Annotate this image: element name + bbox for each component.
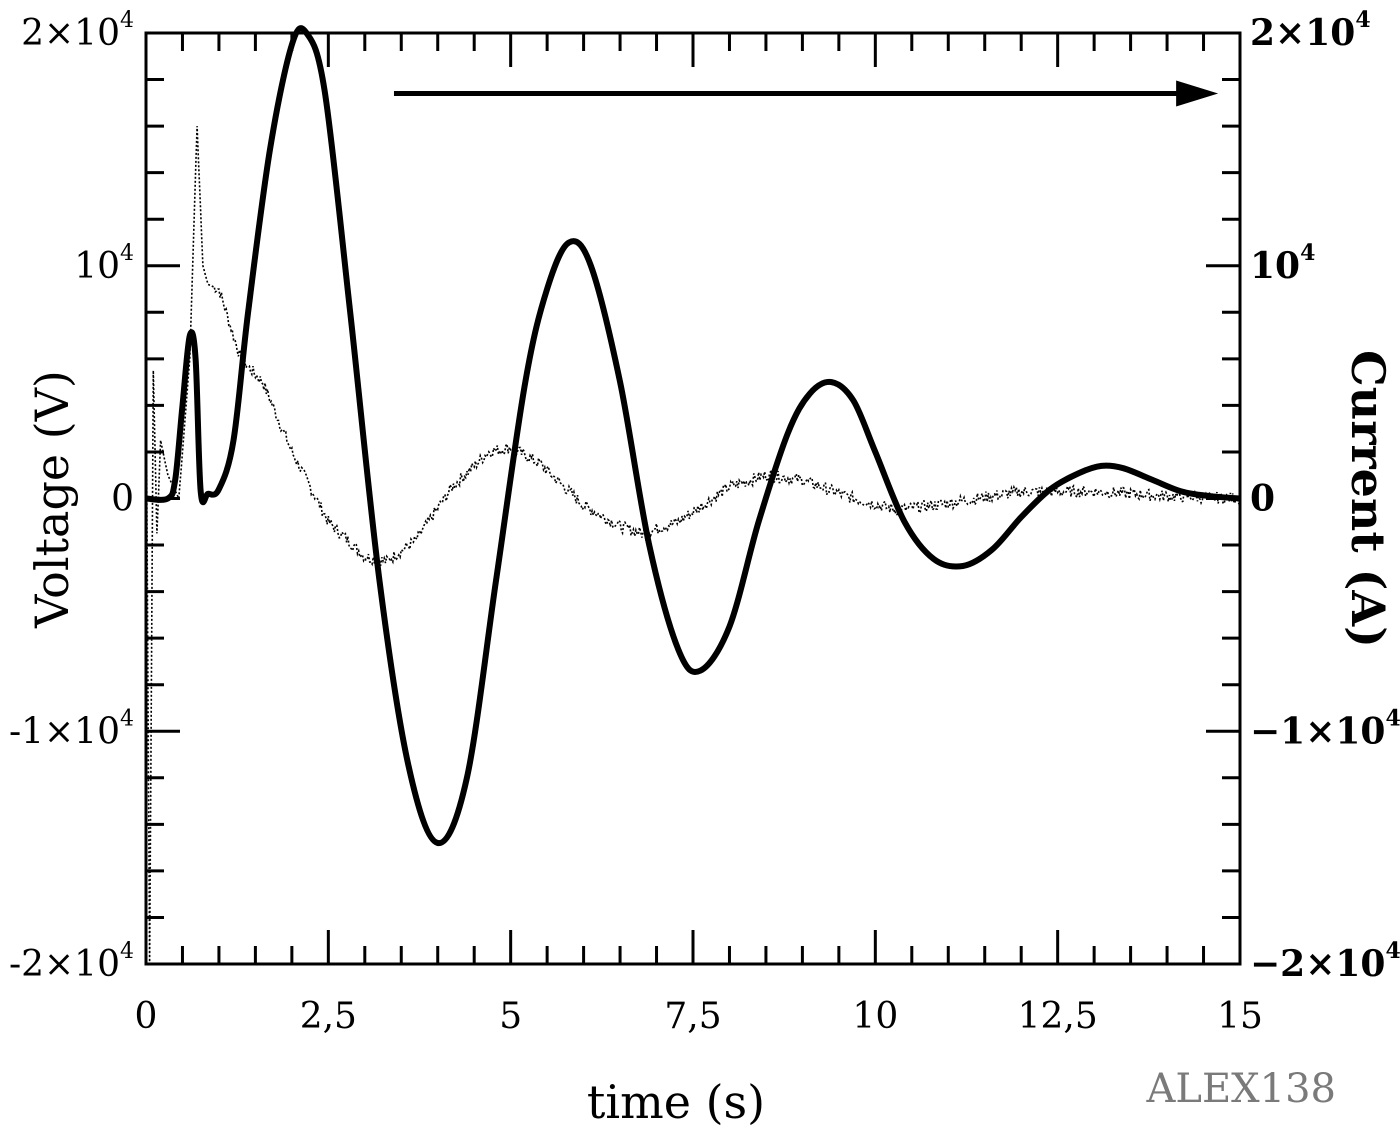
y-right-tick-labels: 2×104 104 0 −1×104 −2×104 [1250,7,1400,985]
x-tick-label: 5 [499,996,522,1037]
y-left-tick-label: 0 [111,479,134,520]
y-left-tick-label: -2×104 [9,939,134,985]
voltage-line [145,126,1241,965]
x-tick-label: 7,5 [664,996,721,1037]
y-right-tick-label: 2×104 [1250,7,1371,54]
annotation-arrow [393,80,1219,107]
y-right-tick-label: 0 [1250,478,1275,520]
x-tick-label: 10 [852,996,898,1037]
y-left-tick-label: 104 [74,241,134,287]
x-tick-label: 15 [1217,996,1263,1037]
x-tick-label: 2,5 [300,996,357,1037]
x-axis-title: time (s) [587,1075,765,1129]
voltage-series [145,126,1241,965]
y-left-axis-title: Voltage (V) [25,370,79,629]
y-left-tick-label: -1×104 [9,706,134,752]
watermark: ALEX138 [1146,1066,1336,1112]
current-series [145,25,1241,846]
y-right-axis-title: Current (A) [1341,350,1395,648]
x-tick-label: 0 [135,996,158,1037]
x-tick-labels: 0 2,5 5 7,5 10 12,5 15 [135,996,1263,1037]
current-line [145,25,1241,846]
x-tick-label: 12,5 [1018,996,1098,1037]
y-right-tick-label: −2×104 [1250,938,1400,985]
y-right-tick-label: 104 [1250,240,1315,287]
axis-ticks [144,31,1242,966]
y-left-tick-labels: 2×104 104 0 -1×104 -2×104 [9,8,134,985]
plot-frame [144,31,1242,966]
arrow-head-icon [1176,80,1219,107]
y-right-tick-label: −1×104 [1250,705,1400,752]
y-left-tick-label: 2×104 [21,8,134,54]
